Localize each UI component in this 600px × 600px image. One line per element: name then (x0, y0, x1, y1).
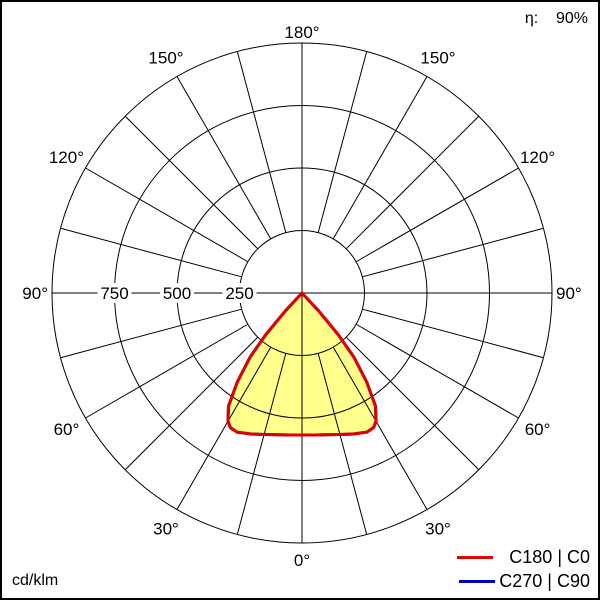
angle-label: 60° (525, 420, 551, 439)
angle-label: 180° (284, 23, 319, 42)
grid-spoke-75 (362, 308, 544, 359)
angle-label: 150° (420, 48, 455, 67)
grid-spoke-285 (60, 308, 242, 359)
grid-spoke-45 (345, 336, 480, 471)
radial-label-bg (97, 283, 132, 303)
radial-label-bg (222, 283, 257, 303)
grid-spoke-315 (124, 336, 259, 471)
angle-label: 90° (556, 284, 582, 303)
angle-label: 120° (49, 148, 84, 167)
radial-tick-label: 750 (100, 284, 128, 303)
grid-spoke-135 (345, 115, 480, 250)
grid-spoke-105 (362, 227, 544, 278)
angle-label: 60° (54, 420, 80, 439)
angle-label: 90° (22, 284, 48, 303)
grid-spoke-165 (317, 51, 368, 233)
grid-spoke-240 (85, 167, 249, 263)
grid-spoke-195 (236, 51, 287, 233)
grid-spoke-60 (355, 323, 519, 419)
grid-spoke-120 (355, 167, 519, 263)
radial-tick-label: 250 (225, 284, 253, 303)
grid-spoke-255 (60, 227, 242, 278)
legend-label: C180 | C0 (509, 547, 590, 567)
legend-item-c270-c90: C270 | C90 (459, 571, 590, 592)
angle-label: 0° (294, 551, 310, 570)
efficiency-readout: η: 90% (525, 10, 588, 28)
series-line-0 (226, 291, 378, 437)
angle-label: 150° (148, 48, 183, 67)
angle-label: 120° (520, 148, 555, 167)
angle-label: 30° (425, 520, 451, 539)
angle-label-bg (556, 283, 596, 303)
grid-spoke-225 (124, 115, 259, 250)
legend-swatch (457, 556, 494, 559)
radial-tick-label: 500 (163, 284, 191, 303)
unit-label: cd/klm (12, 572, 59, 589)
angle-label: 30° (153, 520, 179, 539)
radial-label-bg (160, 283, 194, 303)
legend-label: C270 | C90 (499, 571, 590, 591)
angle-label-bg (8, 283, 48, 303)
legend-item-c180-c0: C180 | C0 (457, 547, 590, 568)
efficiency-value: 90% (555, 10, 588, 27)
legend-swatch (459, 580, 496, 583)
grid-spoke-300 (85, 323, 249, 419)
grid-spoke-15 (317, 353, 368, 535)
efficiency-label: η: (524, 10, 539, 27)
grid-spoke-150 (332, 76, 428, 240)
grid-spoke-330 (176, 346, 272, 510)
grid-spoke-210 (176, 76, 272, 240)
grid-spoke-345 (236, 353, 287, 535)
grid-spoke-30 (332, 346, 428, 510)
